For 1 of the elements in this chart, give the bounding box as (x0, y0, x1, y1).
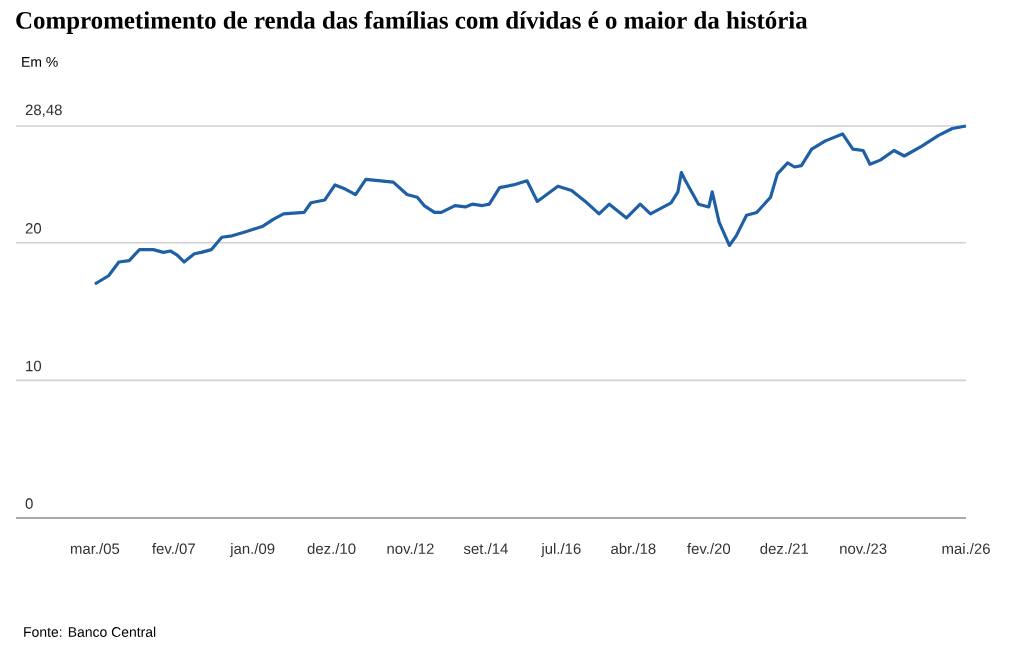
chart-title: Comprometimento de renda das famílias com dívidas é o maior da história (16, 11, 808, 34)
